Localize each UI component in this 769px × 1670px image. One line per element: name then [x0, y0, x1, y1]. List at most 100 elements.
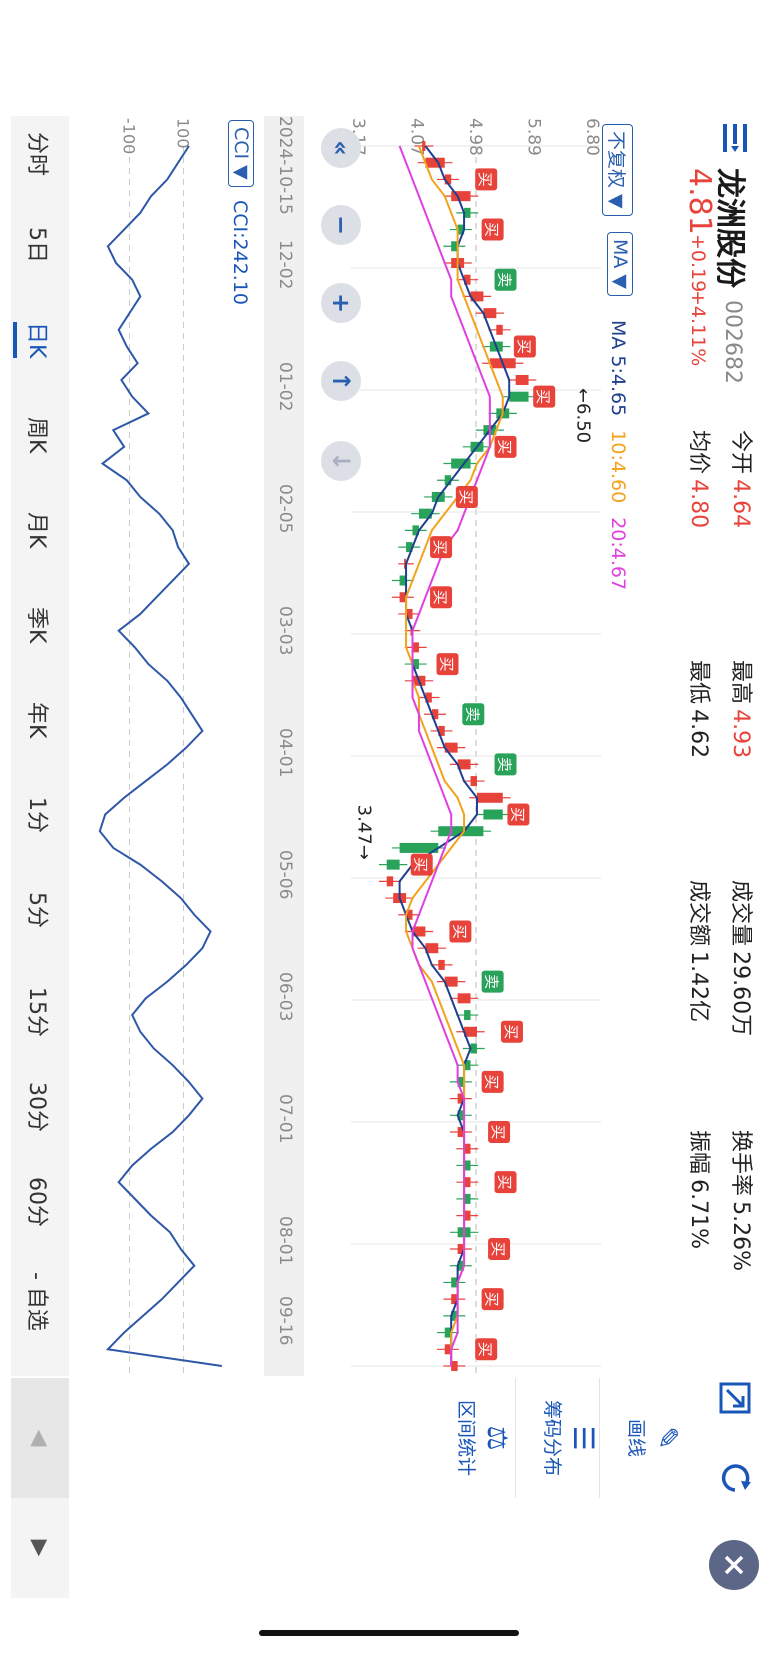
candle	[449, 224, 472, 235]
active-tab-indicator	[13, 322, 17, 358]
x-tick-label: 04-01	[275, 728, 295, 778]
candle	[398, 542, 421, 553]
stat-avg: 均价 4.80	[686, 430, 711, 529]
scroll-down-icon[interactable]: ▶	[11, 1498, 69, 1598]
candle	[456, 1026, 485, 1037]
signal-badge: 买	[533, 385, 556, 408]
svg-text:买: 买	[431, 590, 449, 605]
signal-badge: 买	[481, 218, 504, 241]
period-tab[interactable]: 分时	[24, 132, 49, 177]
period-tab[interactable]: 5日	[24, 227, 49, 263]
jump-start-icon[interactable]: «	[321, 128, 361, 168]
svg-text:买: 买	[450, 924, 468, 939]
cci-tick-label: -100	[120, 118, 139, 154]
period-tabs: 分时 5日日K 周K 月K 季K 年K 1分 5分 15分 30分 60分 - 自选	[11, 116, 69, 1376]
period-tab[interactable]: 15分	[24, 987, 49, 1037]
signal-badge: 买	[513, 335, 536, 358]
signal-badge: 卖	[462, 703, 485, 726]
candle	[411, 508, 440, 519]
ma-line	[398, 145, 491, 1366]
period-tab[interactable]: 1分	[24, 797, 49, 833]
kline-chart[interactable]: 6.805.894.984.073.17买买卖买买买买买买买卖卖买买买卖买买买买…	[351, 116, 601, 1376]
candle	[404, 642, 427, 653]
candle	[449, 1260, 472, 1271]
period-tab[interactable]: 5分	[24, 892, 49, 928]
range-stats-label: 区间统计	[455, 1399, 477, 1476]
svg-text:买: 买	[476, 172, 494, 187]
ma10-legend: 10:4.60	[607, 430, 629, 504]
signal-badge: 买	[500, 1020, 523, 1043]
price-change-pct: +4.11%	[687, 290, 709, 367]
candle	[404, 926, 434, 937]
candle	[456, 1010, 479, 1021]
y-tick-label: 4.98	[465, 118, 485, 156]
menu-icon[interactable]	[713, 120, 753, 156]
period-tab[interactable]: - 自选	[24, 1272, 49, 1331]
candle	[378, 876, 401, 887]
cci-tick-label: 100	[174, 118, 193, 149]
period-tab[interactable]: 季K	[24, 607, 49, 644]
svg-text:买: 买	[483, 222, 501, 237]
svg-text:买: 买	[515, 339, 533, 354]
x-tick-label: 09-16	[275, 1296, 295, 1346]
draw-line-button[interactable]: ✎ 画线	[599, 1378, 684, 1498]
ma-dropdown[interactable]: MA ▼	[607, 232, 633, 297]
candle	[488, 324, 511, 335]
scroll-up-icon[interactable]: ◀	[11, 1378, 69, 1498]
cci-chart[interactable]: 100 -100	[89, 116, 224, 1376]
zoom-out-icon[interactable]: −	[321, 205, 361, 245]
svg-text:买: 买	[431, 540, 449, 555]
ma-legend: MA 5:4.65 10:4.60 20:4.67	[607, 320, 629, 590]
candle	[404, 525, 427, 536]
x-tick-label: 06-03	[275, 972, 295, 1022]
candle	[462, 291, 492, 302]
stock-name: 龙洲股份	[712, 168, 747, 288]
svg-text:卖: 卖	[463, 707, 481, 722]
period-tab[interactable]: 年K	[24, 702, 49, 739]
signal-badge: 买	[488, 1121, 511, 1144]
adjust-dropdown[interactable]: 不复权 ▼	[602, 124, 633, 216]
x-tick-label: 03-03	[275, 606, 295, 656]
signal-badge: 买	[475, 1338, 498, 1361]
refresh-icon[interactable]	[713, 1460, 753, 1496]
candle	[449, 1076, 472, 1087]
period-tab[interactable]: 60分	[24, 1177, 49, 1227]
period-tab[interactable]: 日K	[24, 322, 49, 359]
svg-text:买: 买	[496, 1175, 514, 1190]
stock-code: 002682	[720, 300, 745, 384]
stat-low: 最低 4.62	[686, 660, 711, 759]
cci-line	[98, 145, 222, 1367]
side-tools: ✎ 画线 ☰ 筹码分布 ⚖ 区间统计	[84, 1378, 684, 1498]
candle	[462, 776, 485, 787]
range-stats-icon: ⚖	[481, 1425, 514, 1451]
svg-text:买: 买	[457, 489, 475, 504]
candle	[449, 993, 479, 1004]
candle	[430, 725, 453, 736]
scroll-back-icon[interactable]: ↑	[321, 361, 361, 401]
indicator-dropdown[interactable]: CCI ▼	[228, 120, 254, 187]
candle	[430, 959, 453, 970]
candle	[462, 1043, 485, 1054]
range-stats-button[interactable]: ⚖ 区间统计	[430, 1378, 514, 1498]
candle	[437, 1344, 459, 1355]
period-tab[interactable]: 30分	[24, 1082, 49, 1132]
home-indicator	[259, 1630, 519, 1636]
scroll-forward-icon[interactable]: ↓	[321, 441, 361, 481]
draw-line-label: 画线	[625, 1418, 647, 1457]
candle	[391, 575, 414, 586]
period-tab[interactable]: 周K	[24, 417, 49, 454]
signal-badge: 买	[430, 586, 453, 609]
svg-text:买: 买	[534, 389, 552, 404]
chip-distribution-button[interactable]: ☰ 筹码分布	[515, 1378, 600, 1498]
period-tab[interactable]: 月K	[24, 512, 49, 549]
candle	[507, 374, 537, 385]
close-icon[interactable]	[709, 1540, 759, 1590]
zoom-in-icon[interactable]: +	[321, 283, 361, 323]
candle	[443, 241, 466, 252]
x-tick-label: 05-06	[275, 850, 295, 900]
candle	[475, 809, 511, 820]
expand-icon[interactable]	[713, 1380, 753, 1416]
signal-badge: 卖	[494, 268, 517, 291]
date-axis: 2024-10-15 12-02 01-02 02-05 03-03 04-01 05-06…	[264, 116, 304, 1376]
